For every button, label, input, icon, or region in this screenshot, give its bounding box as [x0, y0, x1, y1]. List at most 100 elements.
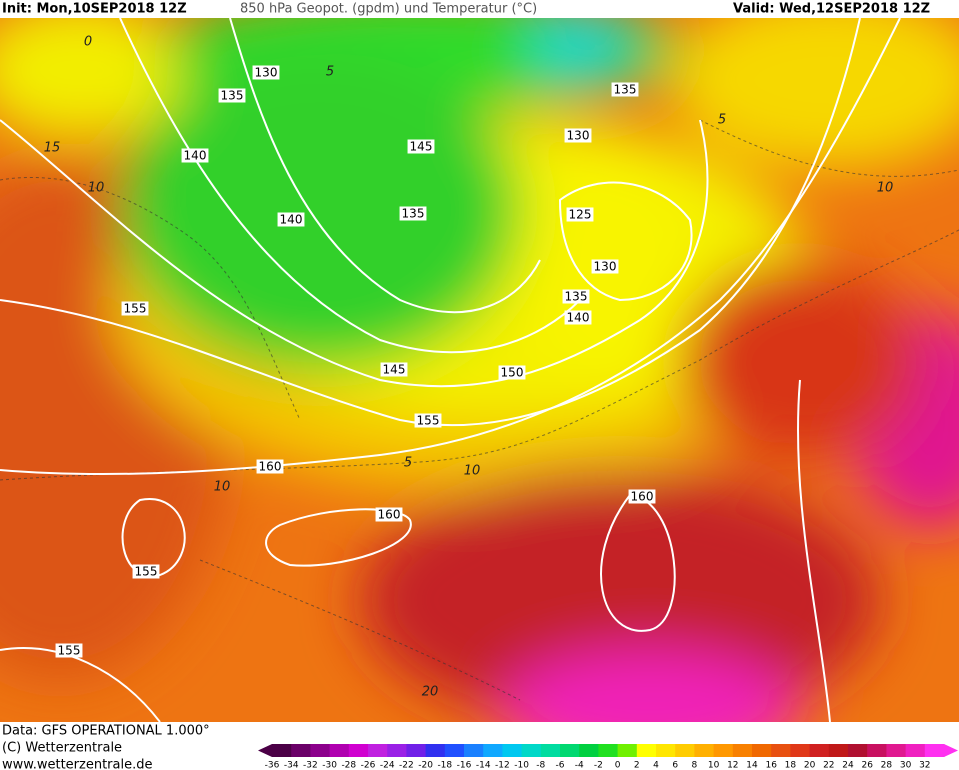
colorbar-swatch: [636, 744, 657, 757]
contour-label-box: [132, 564, 160, 579]
colorbar-swatch: [656, 744, 676, 757]
colorbar-label: -8: [536, 761, 545, 770]
colorbar-swatch: [713, 744, 734, 757]
colorbar-label: -36: [265, 761, 280, 770]
contour-label-box: [256, 459, 284, 474]
colorbar-label: -4: [575, 761, 584, 770]
header-bar: [0, 0, 959, 18]
contour-label-box: [252, 65, 280, 80]
contour-label: 125: [569, 208, 592, 222]
contour-label-box: [181, 148, 209, 163]
contour-label-box: [380, 362, 408, 377]
data-source: Data: GFS OPERATIONAL 1.000°: [2, 724, 210, 739]
colorbar-swatch: [617, 744, 638, 757]
colorbar-swatch: [752, 744, 772, 757]
colorbar-label: 0: [615, 761, 621, 770]
colorbar-label: -12: [495, 761, 510, 770]
colorbar-swatch: [291, 744, 311, 757]
colorbar-swatch: [425, 744, 446, 757]
contour-label: 145: [410, 140, 433, 154]
colorbar-label: 2: [634, 761, 640, 770]
contour-label: 140: [280, 213, 303, 227]
colorbar-label: -24: [380, 761, 395, 770]
colorbar-label: 26: [861, 761, 873, 770]
colorbar-label: -30: [322, 761, 337, 770]
init-time: Init: Mon,10SEP2018 12Z: [2, 2, 187, 17]
contour-label: 145: [383, 363, 406, 377]
contour-label: 140: [567, 311, 590, 325]
colorbar-swatch: [809, 744, 830, 757]
isotherm-label: 10: [464, 464, 481, 479]
colorbar-label: -18: [437, 761, 452, 770]
colorbar-label: 32: [919, 761, 930, 770]
isotherm-label: 0: [84, 35, 92, 50]
colorbar-swatch: [732, 744, 753, 757]
contour-label: 160: [259, 460, 282, 474]
contour-label: 155: [58, 644, 81, 658]
isotherm-label: 10: [214, 480, 231, 495]
contour-label-box: [218, 88, 246, 103]
isotherm-label: 20: [422, 685, 439, 700]
isotherm-label: 5: [326, 65, 334, 80]
colorbar-swatch: [444, 744, 465, 757]
colorbar-arrow-right: [944, 744, 958, 757]
contour-label: 155: [135, 565, 158, 579]
colorbar-swatch: [924, 744, 945, 757]
colorbar-swatch: [329, 744, 350, 757]
colorbar-label: 22: [823, 761, 834, 770]
colorbar-label: 12: [727, 761, 738, 770]
isotherm-label: 15: [44, 141, 61, 156]
contour-label-box: [611, 82, 639, 97]
contour-label: 160: [378, 508, 401, 522]
colorbar-swatch: [483, 744, 503, 757]
contour-label-box: [399, 206, 427, 221]
colorbar-swatch: [272, 744, 292, 757]
colorbar-label: 8: [692, 761, 698, 770]
contour-label: 130: [567, 129, 590, 143]
colorbar-swatch: [771, 744, 791, 757]
colorbar-swatch: [348, 744, 369, 757]
contour-label-box: [564, 310, 592, 325]
colorbar-label: 24: [842, 761, 854, 770]
colorbar-label: -6: [556, 761, 565, 770]
colorbar-label: 30: [900, 761, 912, 770]
colorbar-label: -2: [594, 761, 603, 770]
colorbar-swatch: [540, 744, 561, 757]
contour-label-box: [566, 207, 594, 222]
contour-label: 130: [594, 260, 617, 274]
contour-label: 160: [631, 490, 654, 504]
colorbar-swatch: [368, 744, 388, 757]
colorbar-label: -26: [361, 761, 376, 770]
colorbar-swatch: [579, 744, 599, 757]
colorbar-swatch: [790, 744, 811, 757]
contour-label-box: [407, 139, 435, 154]
contour-label: 150: [501, 366, 524, 380]
isotherm-label: 5: [404, 456, 412, 471]
colorbar-label: -14: [476, 761, 491, 770]
colorbar-swatch: [310, 744, 331, 757]
contour-label-box: [562, 289, 590, 304]
contour-label: 135: [565, 290, 588, 304]
copyright: (C) Wetterzentrale: [2, 741, 122, 756]
isotherm-labels: 0 5 15 10 5 10 10 5 10 20: [44, 35, 894, 700]
colorbar-label: 4: [653, 761, 659, 770]
colorbar-label: 6: [672, 761, 678, 770]
contour-label: 135: [614, 83, 637, 97]
colorbar-swatch: [502, 744, 523, 757]
colorbar-label: 28: [881, 761, 893, 770]
isotherm-label: 5: [718, 113, 726, 128]
contour-label: 155: [417, 414, 440, 428]
colorbar-label: -10: [514, 761, 529, 770]
colorbar-label: -22: [399, 761, 414, 770]
contour-label-box: [277, 212, 305, 227]
contour-label: 155: [124, 302, 147, 316]
colorbar-label: -34: [284, 761, 299, 770]
contour-label-box: [591, 259, 619, 274]
colorbar-arrow-left: [258, 744, 272, 757]
colorbar-swatch: [598, 744, 619, 757]
colorbar-label: 16: [765, 761, 777, 770]
colorbar-label: 18: [785, 761, 797, 770]
